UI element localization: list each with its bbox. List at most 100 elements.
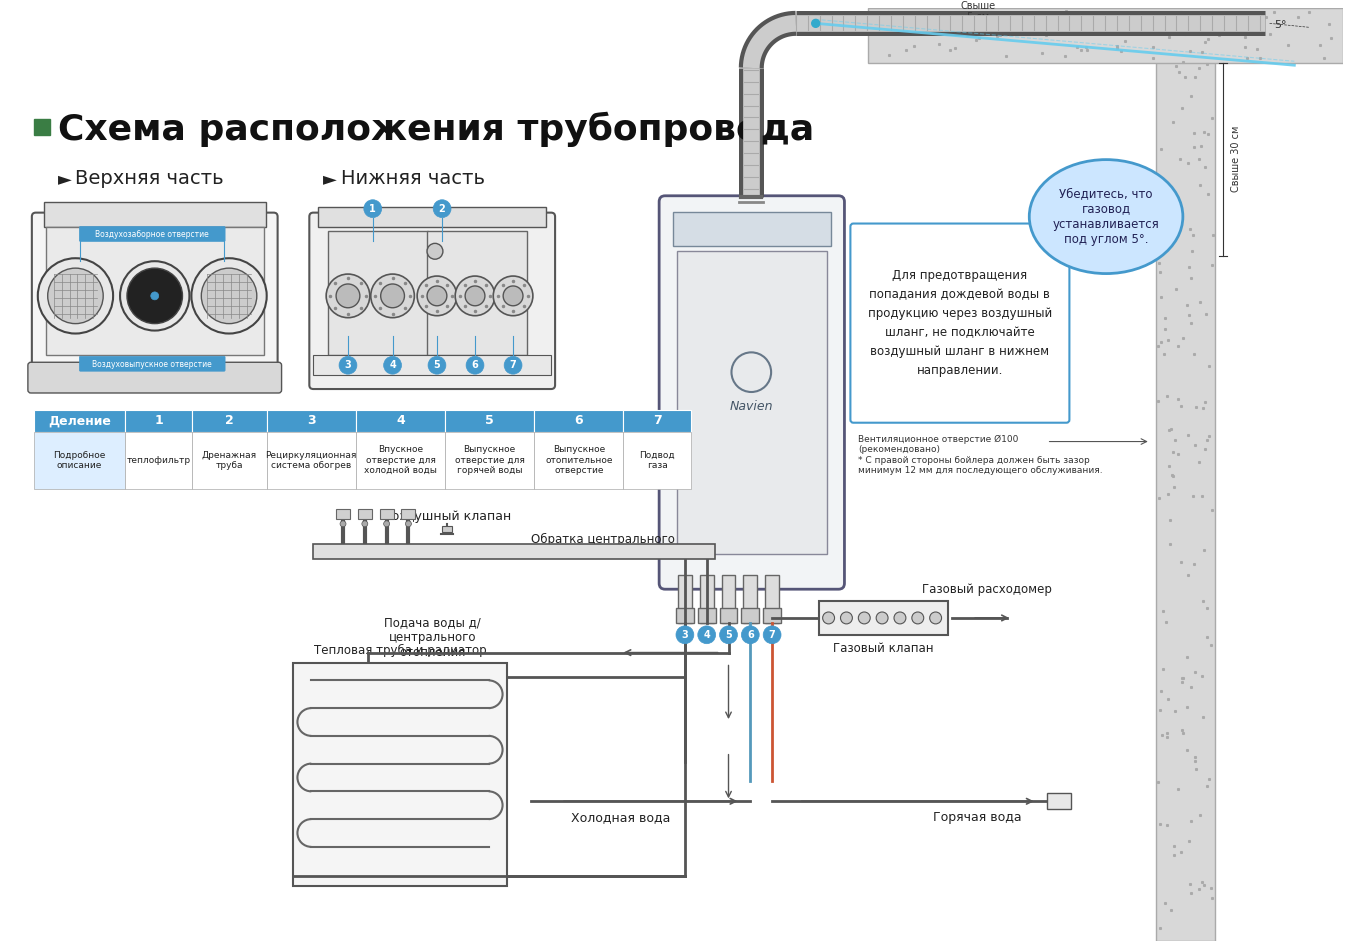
Text: Воздухозаборное отверстие: Воздухозаборное отверстие bbox=[94, 230, 209, 239]
Circle shape bbox=[406, 520, 411, 527]
Text: 3: 3 bbox=[344, 360, 351, 370]
Text: Свыше 30 см: Свыше 30 см bbox=[1230, 126, 1241, 192]
Text: Обратка центрального отопления: Обратка центрального отопления bbox=[532, 534, 745, 546]
Text: 2: 2 bbox=[438, 203, 445, 214]
Circle shape bbox=[428, 244, 442, 259]
Bar bbox=[819, 601, 947, 635]
Bar bbox=[336, 509, 349, 518]
FancyBboxPatch shape bbox=[28, 362, 282, 393]
Circle shape bbox=[362, 520, 368, 527]
Text: Выпускное
отверстие для
горячей воды: Выпускное отверстие для горячей воды bbox=[455, 445, 525, 475]
Text: 4: 4 bbox=[397, 414, 405, 427]
Bar bbox=[677, 251, 827, 553]
Bar bbox=[328, 231, 428, 356]
Bar bbox=[764, 608, 781, 623]
Circle shape bbox=[383, 520, 390, 527]
Text: Газовый клапан: Газовый клапан bbox=[832, 642, 934, 655]
Circle shape bbox=[364, 199, 382, 217]
Bar bbox=[34, 432, 125, 489]
Circle shape bbox=[742, 626, 759, 644]
Bar bbox=[125, 410, 193, 432]
Bar bbox=[445, 432, 534, 489]
Circle shape bbox=[858, 612, 870, 624]
Bar bbox=[676, 608, 693, 623]
Text: 5: 5 bbox=[726, 630, 733, 640]
Text: Воздушный клапан: Воздушный клапан bbox=[383, 510, 511, 523]
Circle shape bbox=[151, 292, 159, 300]
Text: ►: ► bbox=[58, 170, 71, 188]
Text: 7: 7 bbox=[510, 360, 517, 370]
Bar bbox=[722, 575, 735, 623]
Text: Подвод
газа: Подвод газа bbox=[639, 451, 674, 470]
FancyBboxPatch shape bbox=[32, 213, 278, 389]
Circle shape bbox=[494, 276, 533, 315]
Bar bbox=[34, 120, 50, 136]
Text: 7: 7 bbox=[653, 414, 661, 427]
Circle shape bbox=[326, 274, 370, 318]
Bar bbox=[679, 575, 692, 623]
Circle shape bbox=[823, 612, 835, 624]
Circle shape bbox=[812, 20, 820, 27]
Bar bbox=[267, 410, 356, 432]
Bar bbox=[743, 575, 757, 623]
Text: Горячая вода: Горячая вода bbox=[934, 810, 1021, 823]
Circle shape bbox=[505, 357, 522, 375]
Circle shape bbox=[428, 286, 447, 306]
Circle shape bbox=[433, 199, 451, 217]
Circle shape bbox=[697, 626, 715, 644]
Bar bbox=[125, 432, 193, 489]
Text: 5°: 5° bbox=[1275, 21, 1287, 30]
Circle shape bbox=[339, 357, 357, 375]
Bar bbox=[719, 608, 738, 623]
Circle shape bbox=[47, 268, 104, 324]
Text: 6: 6 bbox=[472, 360, 479, 370]
Text: Нижняя часть: Нижняя часть bbox=[341, 169, 486, 188]
Text: 1: 1 bbox=[154, 414, 163, 427]
Text: Тепловая труба и радиатор: Тепловая труба и радиатор bbox=[314, 644, 486, 657]
Text: Подача воды д/
центрального
отопления: Подача воды д/ центрального отопления bbox=[384, 616, 480, 660]
Bar bbox=[267, 432, 356, 489]
Circle shape bbox=[38, 258, 113, 333]
FancyBboxPatch shape bbox=[309, 213, 554, 389]
Circle shape bbox=[340, 520, 345, 527]
Text: теплофильтр: теплофильтр bbox=[127, 455, 190, 465]
Ellipse shape bbox=[1029, 160, 1183, 274]
Text: Navien: Navien bbox=[730, 400, 773, 413]
Bar bbox=[442, 526, 452, 532]
Text: Воздуховыпускное отверстие: Воздуховыпускное отверстие bbox=[92, 359, 212, 369]
Bar bbox=[534, 432, 623, 489]
Text: Вентиляционное отверстие Ø100
(рекомендовано)
* С правой стороны бойлера должен : Вентиляционное отверстие Ø100 (рекомендо… bbox=[858, 435, 1103, 475]
Bar bbox=[318, 207, 546, 227]
Text: 3: 3 bbox=[308, 414, 316, 427]
Text: 3: 3 bbox=[681, 630, 688, 640]
Circle shape bbox=[764, 626, 781, 644]
Text: Холодная вода: Холодная вода bbox=[571, 810, 670, 823]
Text: Дренажная
труба: Дренажная труба bbox=[202, 451, 258, 470]
Text: Убедитесь, что
газовод
устанавливается
под углом 5°.: Убедитесь, что газовод устанавливается п… bbox=[1052, 187, 1159, 246]
Text: Герметичность: Герметичность bbox=[1009, 255, 1103, 267]
Bar bbox=[673, 212, 831, 247]
Bar bbox=[356, 432, 445, 489]
FancyBboxPatch shape bbox=[850, 224, 1070, 423]
Bar bbox=[445, 410, 534, 432]
Text: Верхняя часть: Верхняя часть bbox=[76, 169, 224, 188]
Bar bbox=[534, 410, 623, 432]
Text: Деление: Деление bbox=[49, 414, 111, 427]
Circle shape bbox=[127, 268, 182, 324]
Bar bbox=[43, 201, 266, 227]
Circle shape bbox=[428, 357, 447, 375]
Bar bbox=[379, 509, 394, 518]
Bar bbox=[356, 410, 445, 432]
Circle shape bbox=[336, 284, 360, 308]
Text: Свыше
5 см: Свыше 5 см bbox=[960, 1, 996, 23]
Circle shape bbox=[120, 262, 189, 330]
Bar bbox=[34, 410, 125, 432]
Circle shape bbox=[876, 612, 888, 624]
Circle shape bbox=[417, 276, 457, 315]
Circle shape bbox=[894, 612, 907, 624]
Bar bbox=[1047, 793, 1071, 809]
Circle shape bbox=[192, 258, 267, 333]
Text: 5: 5 bbox=[433, 360, 440, 370]
Circle shape bbox=[912, 612, 924, 624]
Text: 4: 4 bbox=[390, 360, 397, 370]
